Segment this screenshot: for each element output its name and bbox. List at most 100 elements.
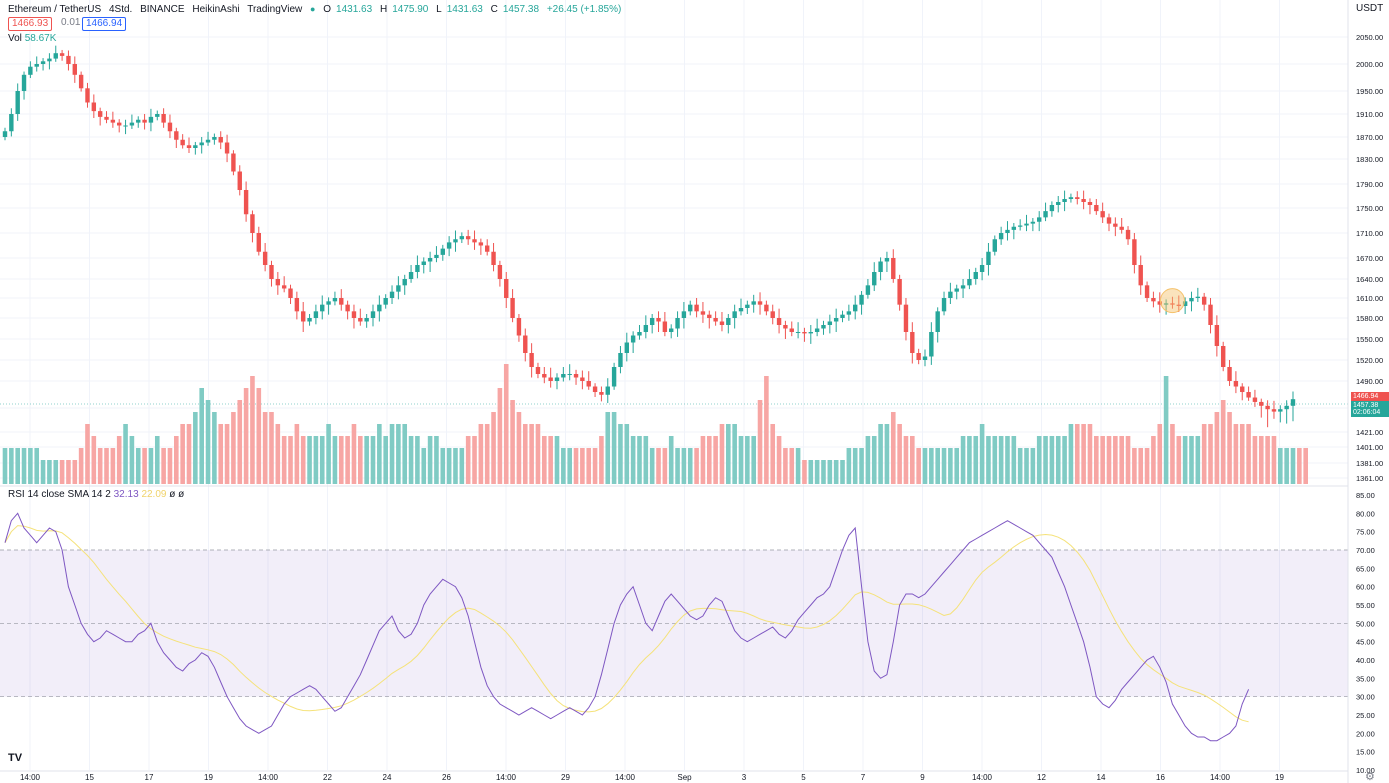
candle-body <box>339 298 344 305</box>
volume-bar <box>91 436 97 484</box>
candle-body <box>618 353 623 367</box>
candle-body <box>586 381 591 387</box>
candle-body <box>2 131 8 137</box>
rsi-label[interactable]: RSI 14 close SMA 14 2 <box>8 489 111 500</box>
volume-bar <box>738 436 744 484</box>
candle-body <box>421 261 426 265</box>
tradingview-logo[interactable]: TV <box>8 752 23 764</box>
candle-body <box>853 304 858 312</box>
time-tick-label: 14:00 <box>20 773 41 782</box>
candle-body <box>1056 202 1061 205</box>
volume-bar <box>256 388 262 484</box>
volume-bar <box>859 448 864 484</box>
candle-body <box>377 304 382 312</box>
volume-bar <box>453 448 458 484</box>
rsi-tick-label: 60.00 <box>1356 583 1375 592</box>
time-tick-label: 12 <box>1037 773 1046 782</box>
candle-body <box>998 233 1004 240</box>
volume-bar <box>465 436 471 484</box>
price-tick-label: 1401.00 <box>1356 443 1383 452</box>
volume-bars <box>2 364 1308 484</box>
volume-bar <box>389 424 395 484</box>
volume-bar <box>948 448 953 484</box>
candle-body <box>1189 298 1194 302</box>
volume-bar <box>459 448 465 484</box>
price-tick-label: 1580.00 <box>1356 314 1383 323</box>
candle-body <box>573 374 579 378</box>
volume-bar <box>446 448 452 484</box>
candle-body <box>1284 405 1289 410</box>
volume-bar <box>478 424 484 484</box>
volume-bar <box>351 424 357 484</box>
candle-body <box>72 64 77 75</box>
rsi-tick-label: 55.00 <box>1356 601 1375 610</box>
candle-body <box>599 392 604 395</box>
volume-bar <box>275 424 281 484</box>
volume-bar <box>262 412 268 484</box>
volume-bar <box>1055 436 1061 484</box>
candle-body <box>643 325 649 332</box>
candle-body <box>973 272 978 279</box>
time-tick-label: 14 <box>1097 773 1106 782</box>
time-tick-label: 9 <box>920 773 925 782</box>
price-tick-label: 1950.00 <box>1356 87 1383 96</box>
candle-body <box>1043 211 1048 218</box>
candle-body <box>1037 217 1042 222</box>
volume-bar <box>1284 448 1289 484</box>
volume-bar <box>732 424 737 484</box>
low-value: 1431.63 <box>446 4 483 15</box>
volume-bar <box>890 412 896 484</box>
volume-bar <box>929 448 934 484</box>
candle-body <box>129 122 135 126</box>
candle-body <box>713 318 718 322</box>
candle-body <box>117 122 122 126</box>
price-tick-label: 1490.00 <box>1356 377 1383 386</box>
candle-body <box>1068 197 1074 199</box>
time-tick-label: 29 <box>561 773 570 782</box>
volume-bar <box>910 436 915 484</box>
candle-body <box>237 171 242 190</box>
candle-body <box>78 74 84 89</box>
candle-body <box>675 318 680 329</box>
candle-body <box>738 308 744 312</box>
volume-bar <box>522 424 528 484</box>
volume-bar <box>611 412 617 484</box>
price-tick-label: 1750.00 <box>1356 204 1383 213</box>
time-tick-label: 3 <box>742 773 747 782</box>
candle-body <box>320 304 325 312</box>
time-tick-label: 14:00 <box>972 773 993 782</box>
candle-body <box>1094 205 1099 212</box>
volume-bar <box>250 376 255 484</box>
rsi-tick-label: 25.00 <box>1356 711 1375 720</box>
volume-bar <box>326 424 331 484</box>
candle-body <box>1246 392 1251 398</box>
volume-bar <box>1157 424 1163 484</box>
volume-bar <box>1087 424 1093 484</box>
symbol-name[interactable]: Ethereum / TetherUS <box>8 4 102 15</box>
candle-body <box>872 272 877 286</box>
candle-body <box>1290 399 1296 406</box>
volume-bar <box>1106 436 1112 484</box>
volume-bar <box>1068 424 1074 484</box>
volume-bar <box>1208 424 1213 484</box>
volume-bar <box>510 400 515 484</box>
rsi-lines <box>4 512 1250 742</box>
volume-bar <box>1258 436 1264 484</box>
interval-label[interactable]: 4Std. <box>108 4 133 15</box>
time-tick-label: 14:00 <box>258 773 279 782</box>
volume-bar <box>1265 436 1270 484</box>
volume-bar <box>224 424 230 484</box>
volume-bar <box>668 436 674 484</box>
volume-bar <box>535 424 541 484</box>
price-tick-label: 2050.00 <box>1356 33 1383 42</box>
price-tick-label: 1381.00 <box>1356 459 1383 468</box>
candle-body <box>465 236 471 240</box>
volume-bar <box>935 448 940 484</box>
currency-selector[interactable]: USDT <box>1356 3 1384 14</box>
buy-price-button[interactable]: 1466.94 <box>82 17 127 31</box>
sell-price-button[interactable]: 1466.93 <box>8 17 53 31</box>
candle-body <box>1176 304 1181 306</box>
volume-bar <box>288 436 293 484</box>
settings-gear-icon[interactable]: ⚙ <box>1365 771 1375 783</box>
